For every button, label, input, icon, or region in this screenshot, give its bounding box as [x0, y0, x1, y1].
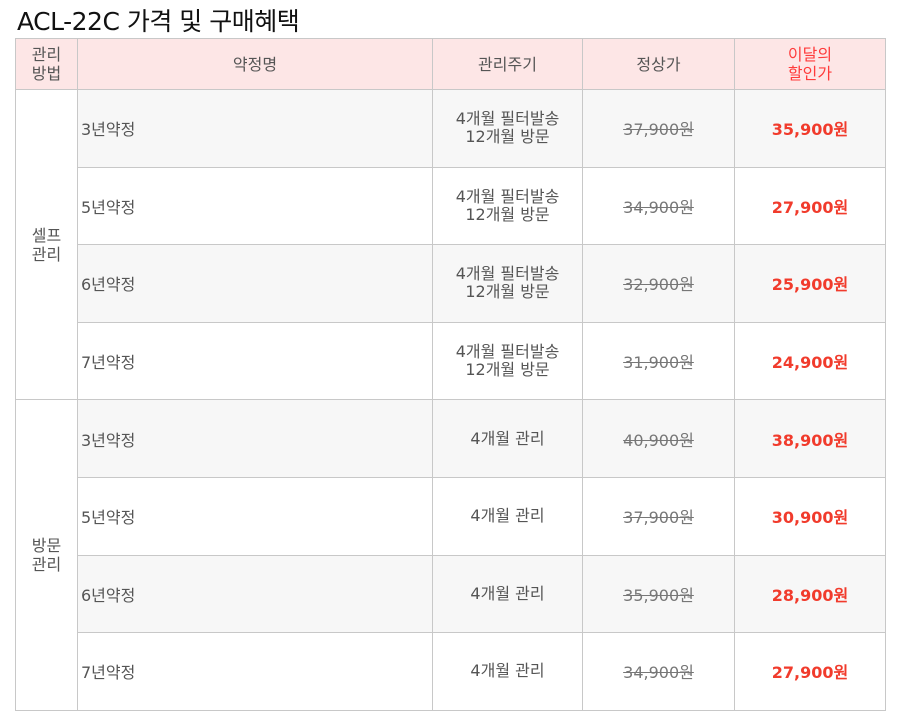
- table-row: 5년약정 4개월 필터발송 12개월 방문 34,900원 27,900원: [16, 166, 886, 246]
- header-row: 관리 방법 약정명 관리주기 정상가 이달의 할인가: [15, 38, 886, 90]
- cycle-cell: 4개월 관리: [432, 476, 583, 556]
- regular-price-text: 31,900원: [623, 353, 694, 373]
- plan-name-cell: 6년약정: [77, 554, 433, 634]
- regular-price-text: 34,900원: [623, 663, 694, 683]
- discount-price-cell: 30,900원: [734, 476, 886, 556]
- page-title: ACL-22C 가격 및 구매혜택: [17, 7, 300, 36]
- regular-price-cell: 31,900원: [582, 321, 735, 401]
- cycle-cell: 4개월 필터발송 12개월 방문: [432, 166, 583, 246]
- discount-price-cell: 38,900원: [734, 399, 886, 478]
- plan-name-cell: 3년약정: [77, 399, 433, 478]
- regular-price-cell: 34,900원: [582, 632, 735, 711]
- regular-price-cell: 40,900원: [582, 399, 735, 478]
- header-discount-price: 이달의 할인가: [734, 38, 886, 90]
- table-row: 6년약정 4개월 필터발송 12개월 방문 32,900원 25,900원: [16, 244, 886, 323]
- table-body: 셀프 관리 3년약정 4개월 필터발송 12개월 방문 37,900원 35,900원 5년약…: [15, 88, 886, 711]
- method-cell: 방문 관리: [15, 399, 78, 711]
- header-regular-price: 정상가: [582, 38, 735, 90]
- discount-price-cell: 27,900원: [734, 632, 886, 711]
- cycle-cell: 4개월 관리: [432, 554, 583, 634]
- cycle-cell: 4개월 필터발송 12개월 방문: [432, 321, 583, 401]
- discount-price-cell: 25,900원: [734, 244, 886, 323]
- discount-price-cell: 27,900원: [734, 166, 886, 246]
- regular-price-cell: 34,900원: [582, 166, 735, 246]
- price-table: 관리 방법 약정명 관리주기 정상가 이달의 할인가 셀프 관리 3년약정 4개월 필…: [15, 38, 886, 711]
- method-cell: 셀프 관리: [15, 88, 78, 401]
- table-row: 셀프 관리 3년약정 4개월 필터발송 12개월 방문 37,900원 35,900원: [15, 88, 886, 401]
- cycle-cell: 4개월 관리: [432, 399, 583, 478]
- regular-price-text: 40,900원: [623, 430, 694, 450]
- discount-price-cell: 24,900원: [734, 321, 886, 401]
- plan-name-cell: 7년약정: [77, 321, 433, 401]
- plan-name-cell: 5년약정: [77, 476, 433, 556]
- discount-price-cell: 35,900원: [734, 89, 886, 168]
- regular-price-cell: 37,900원: [582, 89, 735, 168]
- header-method: 관리 방법: [15, 38, 78, 90]
- cycle-cell: 4개월 필터발송 12개월 방문: [432, 244, 583, 323]
- cycle-cell: 4개월 관리: [432, 632, 583, 711]
- plan-name-cell: 6년약정: [77, 244, 433, 323]
- header-plan: 약정명: [77, 38, 433, 90]
- table-row: 6년약정 4개월 관리 35,900원 28,900원: [16, 554, 886, 634]
- plan-name-cell: 5년약정: [77, 166, 433, 246]
- regular-price-text: 35,900원: [623, 585, 694, 605]
- table-row: 7년약정 4개월 관리 34,900원 27,900원: [16, 632, 886, 711]
- regular-price-cell: 32,900원: [582, 244, 735, 323]
- header-cycle: 관리주기: [432, 38, 583, 90]
- regular-price-text: 37,900원: [623, 508, 694, 528]
- cycle-cell: 4개월 필터발송 12개월 방문: [432, 89, 583, 168]
- discount-price-cell: 28,900원: [734, 554, 886, 634]
- regular-price-cell: 35,900원: [582, 554, 735, 634]
- table-row: 방문 관리 3년약정 4개월 관리 40,900원 38,900원: [15, 399, 886, 711]
- table-row: 5년약정 4개월 관리 37,900원 30,900원: [16, 476, 886, 556]
- regular-price-cell: 37,900원: [582, 476, 735, 556]
- table-row: 7년약정 4개월 필터발송 12개월 방문 31,900원 24,900원: [16, 321, 886, 401]
- regular-price-text: 34,900원: [623, 197, 694, 217]
- regular-price-text: 32,900원: [623, 275, 694, 295]
- regular-price-text: 37,900원: [623, 120, 694, 140]
- plan-name-cell: 3년약정: [77, 89, 433, 168]
- plan-name-cell: 7년약정: [77, 632, 433, 711]
